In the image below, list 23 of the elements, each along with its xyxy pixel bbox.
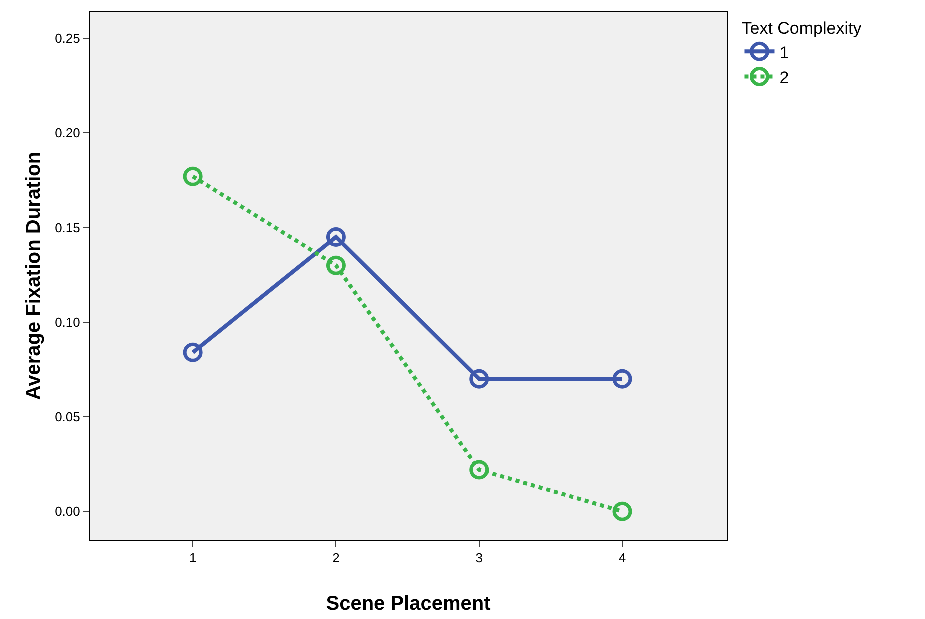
x-axis-title: Scene Placement bbox=[326, 593, 492, 615]
x-tick-label: 2 bbox=[332, 550, 340, 566]
point bbox=[612, 369, 632, 389]
y-tick-label: 0.15 bbox=[55, 220, 80, 236]
y-axis-title: Average Fixation Duration bbox=[23, 152, 45, 400]
point bbox=[470, 369, 490, 389]
point bbox=[326, 256, 346, 276]
y-tick-label: 0.00 bbox=[55, 504, 80, 520]
legend-title: Text Complexity bbox=[742, 19, 862, 38]
y-tick-label: 0.10 bbox=[55, 314, 80, 330]
y-tick-label: 0.20 bbox=[55, 126, 80, 141]
x-tick-label: 3 bbox=[476, 550, 483, 566]
point bbox=[183, 342, 203, 362]
point bbox=[612, 502, 632, 522]
point bbox=[183, 166, 203, 186]
legend-label: 1 bbox=[780, 43, 790, 62]
x-tick-label: 4 bbox=[618, 550, 626, 566]
point bbox=[326, 227, 346, 247]
y-tick-label: 0.25 bbox=[55, 31, 80, 46]
point bbox=[470, 460, 490, 480]
legend-label: 2 bbox=[780, 68, 790, 88]
y-tick-label: 0.05 bbox=[55, 410, 80, 425]
x-tick-label: 1 bbox=[189, 550, 197, 566]
